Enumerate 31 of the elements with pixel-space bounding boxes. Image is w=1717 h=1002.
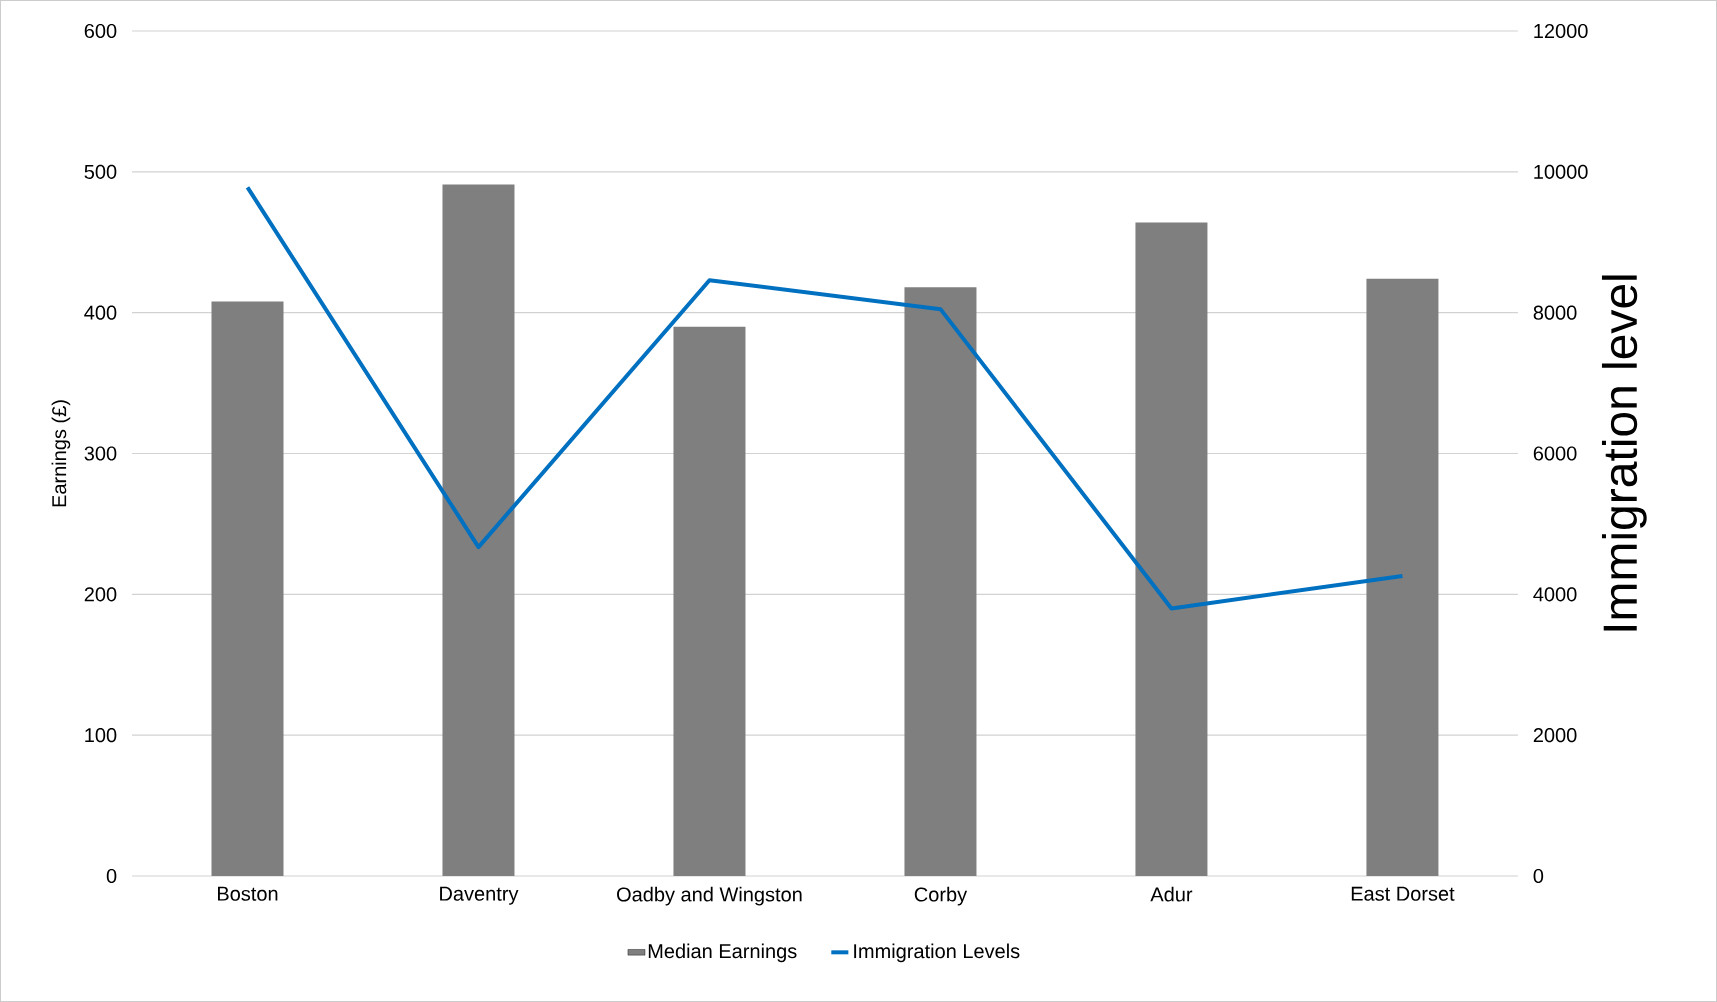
- y2-tick-label: 8000: [1533, 305, 1577, 320]
- y2-tick-label: 6000: [1533, 446, 1577, 461]
- x-tick-label: Corby: [914, 886, 968, 906]
- legend-label: Immigration Levels: [854, 943, 1020, 963]
- x-tick-label: Boston: [218, 886, 278, 901]
- y2-tick-label: 0: [1533, 868, 1544, 884]
- y-tick-label: 100: [85, 728, 117, 743]
- y-tick-label: 600: [84, 23, 117, 39]
- x-tick-label: Daventry: [440, 886, 519, 905]
- y-tick-label: 400: [84, 305, 117, 320]
- y2-axis-title: Immigration level: [1601, 275, 1647, 631]
- bar: [673, 326, 746, 876]
- y2-tick-label: 4000: [1533, 587, 1577, 602]
- y-tick-label: 200: [84, 587, 117, 602]
- legend-label: Median Earnings: [648, 943, 797, 963]
- y-tick-label: 500: [84, 164, 117, 179]
- bar: [904, 287, 977, 876]
- y2-tick-label: 2000: [1533, 728, 1577, 743]
- x-tick-label: East Dorset: [1351, 886, 1455, 901]
- y-tick-label: 300: [84, 446, 117, 461]
- x-tick-label: Adur: [1150, 886, 1193, 902]
- y-axis-title: Earnings (£): [51, 400, 71, 507]
- bar: [1135, 222, 1208, 876]
- x-tick-label: Oadby and Wingston: [617, 886, 802, 906]
- y2-tick-label: 10000: [1534, 164, 1588, 179]
- bar: [211, 301, 284, 876]
- bar: [442, 184, 515, 876]
- y-tick-label: 0: [106, 868, 117, 884]
- line-series: [245, 185, 1405, 611]
- y2-tick-label: 12000: [1534, 23, 1588, 39]
- bar: [1366, 278, 1439, 876]
